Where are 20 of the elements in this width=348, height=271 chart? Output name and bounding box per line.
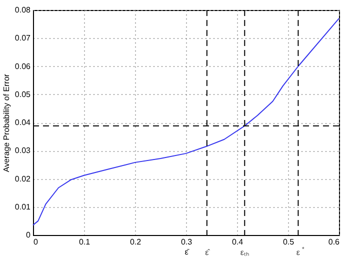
x-tick-label: 0.6: [328, 238, 340, 246]
y-tick-label: 0.06: [14, 62, 32, 71]
y-tick-label: 0.05: [14, 90, 32, 99]
x-tick-label: 0.4: [232, 238, 244, 246]
x-tick-label: 0.1: [78, 238, 91, 246]
x-tick-label: 0.2: [130, 238, 142, 246]
y-tick-label: 0.07: [14, 34, 32, 43]
y-tick-label: 0: [26, 230, 32, 240]
x-tick-label: 0.5: [282, 238, 295, 246]
line-series: [32, 18, 340, 226]
x-tick-label: 0.3 ε̄: [180, 238, 193, 256]
y-tick-label: 0.03: [14, 146, 32, 156]
y-tick-label: 0.08: [14, 6, 32, 14]
ref-line-label: ε̂: [205, 248, 211, 257]
x-tick-label: 0: [34, 238, 38, 246]
ref-line-label: εₜₕ: [240, 248, 249, 257]
y-tick-label: 0.01: [14, 202, 32, 212]
y-axis-title: Average Probability of Error: [2, 74, 11, 172]
y-tick-label: 0.04: [14, 118, 32, 127]
y-tick-label: 0.02: [14, 174, 32, 184]
